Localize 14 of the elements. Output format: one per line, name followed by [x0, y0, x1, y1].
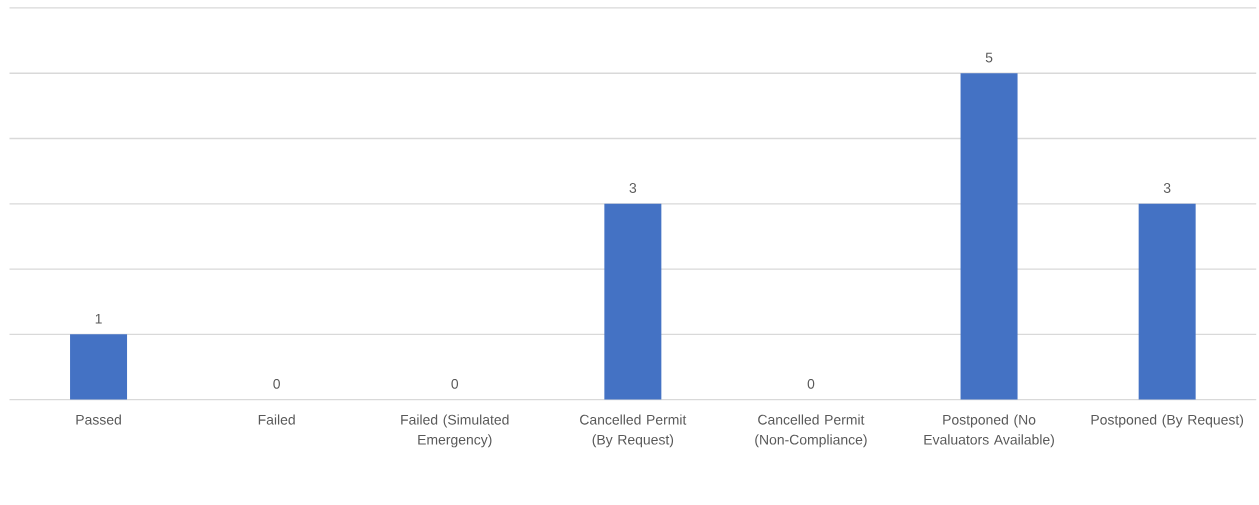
data-label: 0 [807, 378, 815, 389]
data-label: 3 [629, 182, 637, 193]
data-label: 3 [1163, 182, 1171, 193]
x-tick-label: Cancelled Permit (Non-Compliance) [755, 414, 867, 448]
data-label: 0 [451, 378, 459, 389]
x-tick-label: Failed (Simulated Emergency) [401, 414, 509, 448]
data-label: 1 [95, 313, 102, 324]
x-tick-label: Postponed (No Evaluators Available) [924, 414, 1054, 448]
x-tick-label: Cancelled Permit (By Request) [580, 414, 687, 448]
x-tick-label: Passed [76, 414, 121, 425]
data-label: 0 [273, 378, 280, 389]
data-label: 5 [985, 52, 993, 63]
x-tick-label: Postponed (By Request) [1091, 414, 1244, 428]
x-tick-label: Failed [258, 414, 295, 425]
